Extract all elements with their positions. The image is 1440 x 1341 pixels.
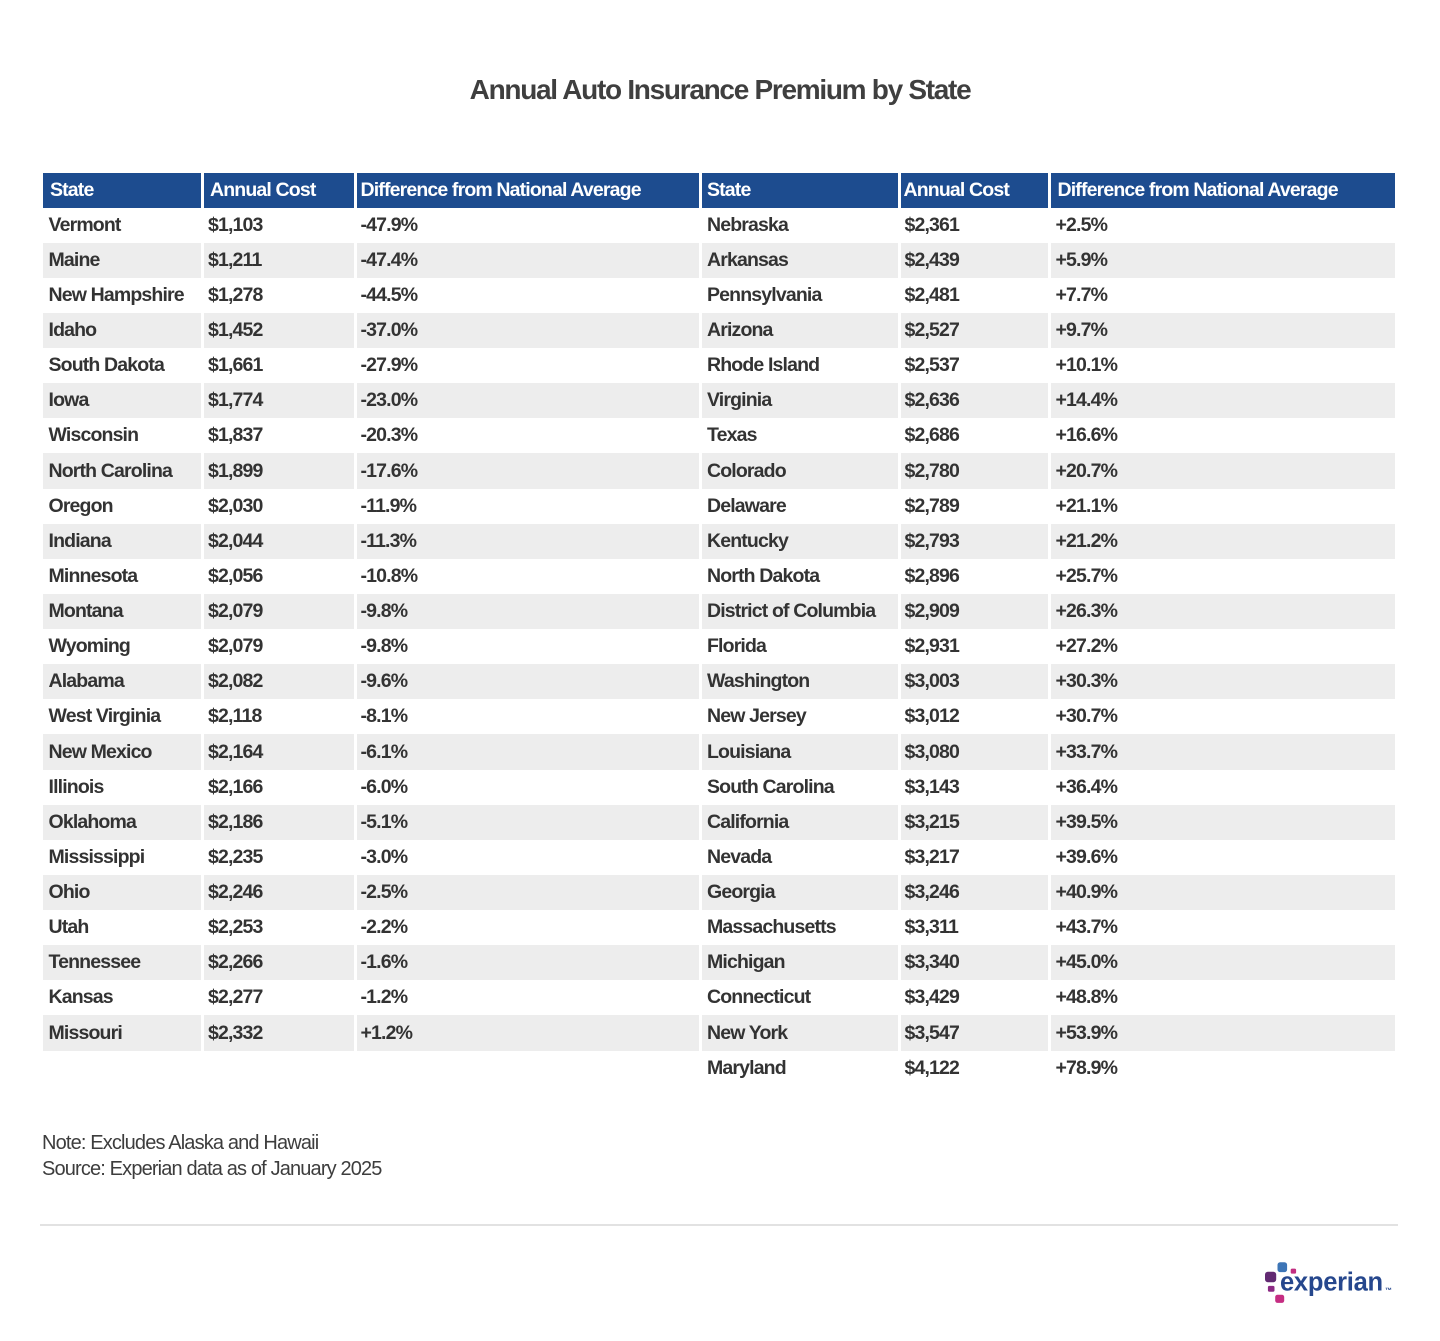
svg-text:™: ™ [1385, 1288, 1392, 1295]
svg-text:experian: experian [1280, 1269, 1383, 1297]
